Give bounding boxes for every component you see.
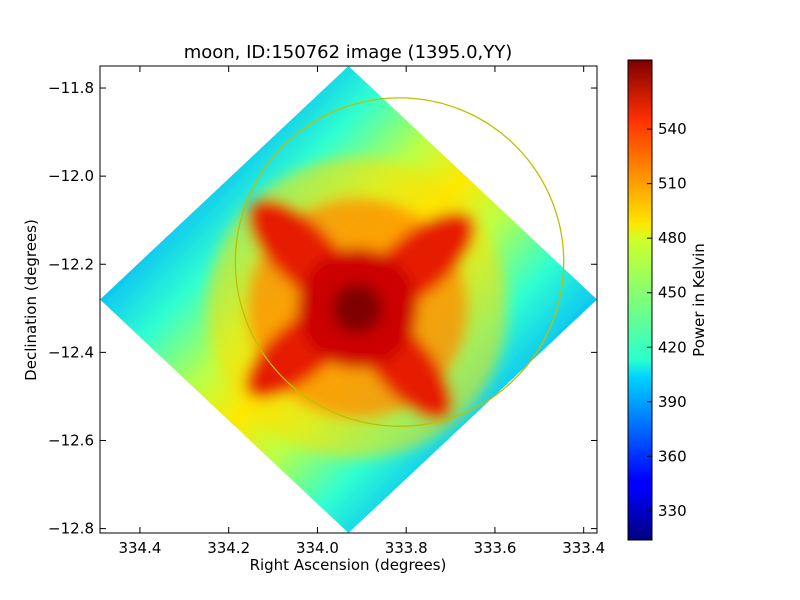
- colorbar-tick-label: 390: [658, 393, 687, 411]
- y-tick-label: −12.4: [48, 343, 94, 361]
- colorbar-ticks: 330 360 390 420 450 480 510 540: [647, 120, 687, 520]
- y-tick-label: −12.2: [48, 255, 94, 273]
- heatmap-image: [100, 66, 597, 533]
- colorbar-label: Power in Kelvin: [690, 243, 708, 357]
- colorbar-tick-label: 360: [658, 447, 687, 465]
- x-axis-label: Right Ascension (degrees): [250, 556, 447, 574]
- colorbar-tick-label: 540: [658, 120, 687, 138]
- x-tick-label: 334.2: [207, 539, 250, 557]
- x-tick-label: 333.4: [562, 539, 605, 557]
- plot-frame: [99, 65, 598, 534]
- colorbar-tick-label: 330: [658, 502, 687, 520]
- y-axis-label: Declination (degrees): [22, 219, 40, 381]
- y-tick-label: −12.8: [48, 520, 94, 538]
- heatmap-hotspot: [207, 158, 508, 459]
- colorbar-tick-label: 510: [658, 175, 687, 193]
- y-tick-label: −12.0: [48, 167, 94, 185]
- x-axis: 334.4 334.2 334.0 333.8 333.6 333.4: [118, 66, 605, 557]
- x-tick-label: 334.0: [296, 539, 339, 557]
- colorbar-tick-label: 420: [658, 338, 687, 356]
- colorbar-frame: [627, 59, 653, 541]
- hotspot-peak: [332, 283, 383, 334]
- y-axis: −11.8 −12.0 −12.2 −12.4 −12.6 −12.8: [48, 79, 597, 538]
- colorbar-tick-label: 450: [658, 284, 687, 302]
- overlay-circle: [234, 97, 565, 427]
- x-tick-label: 333.8: [385, 539, 428, 557]
- x-tick-label: 334.4: [118, 539, 161, 557]
- y-tick-label: −11.8: [48, 79, 94, 97]
- colorbar: 330 360 390 420 450 480 510 540 Power in Kelvin: [627, 59, 708, 541]
- y-tick-label: −12.6: [48, 431, 94, 449]
- colorbar-gradient: [628, 60, 652, 540]
- colorbar-tick-label: 480: [658, 229, 687, 247]
- chart-title: moon, ID:150762 image (1395.0,YY): [184, 42, 513, 63]
- x-tick-label: 333.6: [473, 539, 516, 557]
